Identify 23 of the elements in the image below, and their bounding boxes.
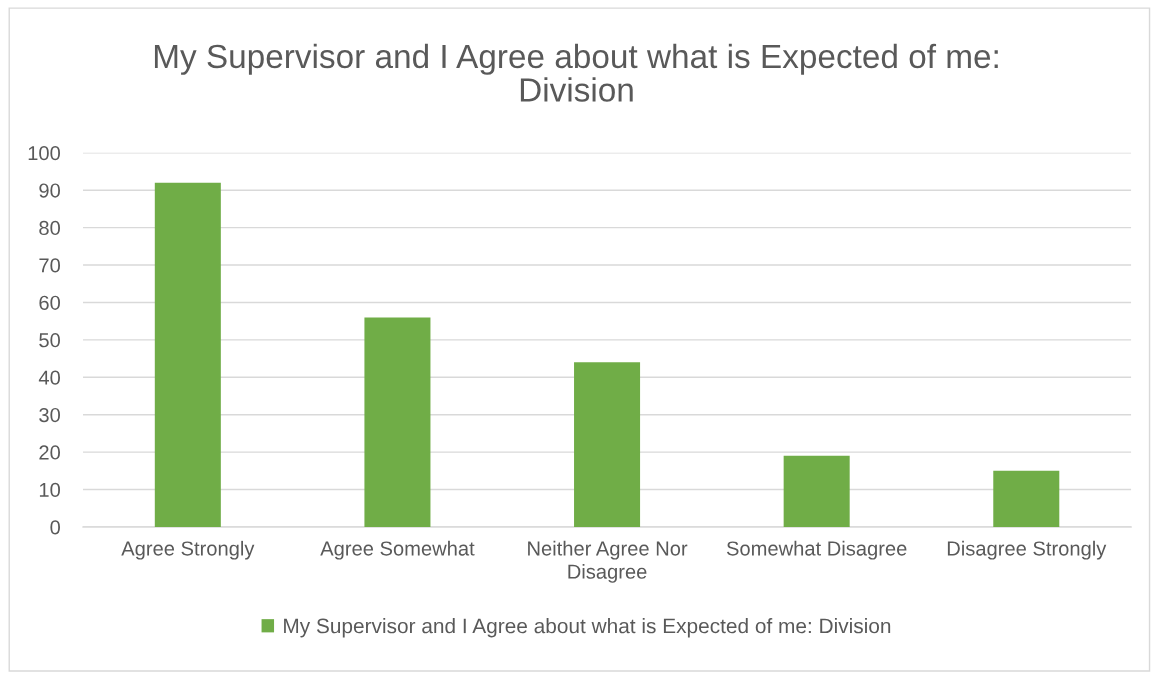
y-tick-label: 80 bbox=[39, 220, 61, 236]
y-tick-label: 10 bbox=[39, 482, 61, 498]
bar bbox=[154, 182, 221, 527]
y-tick-label: 40 bbox=[38, 370, 61, 385]
x-tick-label: Agree Somewhat bbox=[320, 540, 475, 560]
y-tick-label: 50 bbox=[39, 333, 61, 348]
y-tick-label: 100 bbox=[28, 146, 61, 161]
bar bbox=[574, 362, 641, 527]
bar bbox=[364, 317, 431, 527]
bar bbox=[993, 470, 1060, 527]
x-tick-label: Disagree Strongly bbox=[947, 540, 1107, 560]
y-tick-label: 90 bbox=[39, 183, 61, 198]
x-tick-label: Agree Strongly bbox=[121, 540, 255, 560]
x-tick-label: Somewhat Disagree bbox=[726, 540, 907, 560]
y-tick-label: 0 bbox=[50, 520, 61, 535]
y-tick-label: 30 bbox=[39, 407, 61, 423]
y-tick-label: 60 bbox=[39, 295, 61, 310]
x-tick-label: Neither Agree Nor Disagree bbox=[528, 540, 688, 583]
legend-label: My Supervisor and I Agree about what is Expected of me: Division bbox=[284, 618, 891, 638]
y-tick-label: 20 bbox=[39, 445, 61, 460]
bar bbox=[783, 455, 850, 527]
chart-title: My Supervisor and I Agree about what is Expected of me: Division bbox=[154, 43, 998, 102]
y-tick-label: 70 bbox=[39, 258, 61, 273]
